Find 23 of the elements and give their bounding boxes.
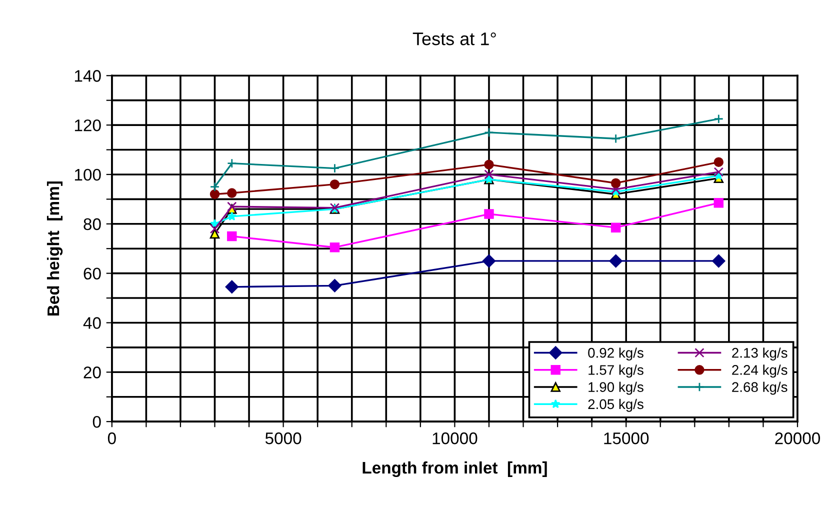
legend-label: 2.24 kg/s [732,364,788,378]
y-tick-label: 0 [92,416,101,428]
x-axis-title: Length from inlet [mm] [362,461,547,478]
legend-label: 2.68 kg/s [732,382,788,395]
y-tick-label: 60 [84,268,101,280]
chart-title: Tests at 1° [412,32,496,46]
y-tick-label: 100 [74,168,101,181]
y-tick-label: 120 [74,119,101,132]
legend-label: 2.13 kg/s [732,348,788,361]
y-tick-label: 140 [74,70,101,82]
y-tick-label: 40 [83,317,101,329]
x-tick-label: 15000 [604,432,649,444]
x-tick-label: 0 [108,432,116,444]
x-tick-label: 5000 [265,432,302,444]
x-tick-label: 20000 [775,432,820,444]
y-tick-label: 80 [84,218,101,230]
x-tick-label: 10000 [432,432,478,444]
legend-label: 1.90 kg/s [588,382,644,395]
y-tick-label: 20 [84,366,101,378]
legend-label: 2.05 kg/s [588,398,644,412]
legend-label: 1.57 kg/s [588,364,644,378]
legend-label: 0.92 kg/s [588,348,644,361]
y-axis-title: Bed height [mm] [46,181,63,316]
